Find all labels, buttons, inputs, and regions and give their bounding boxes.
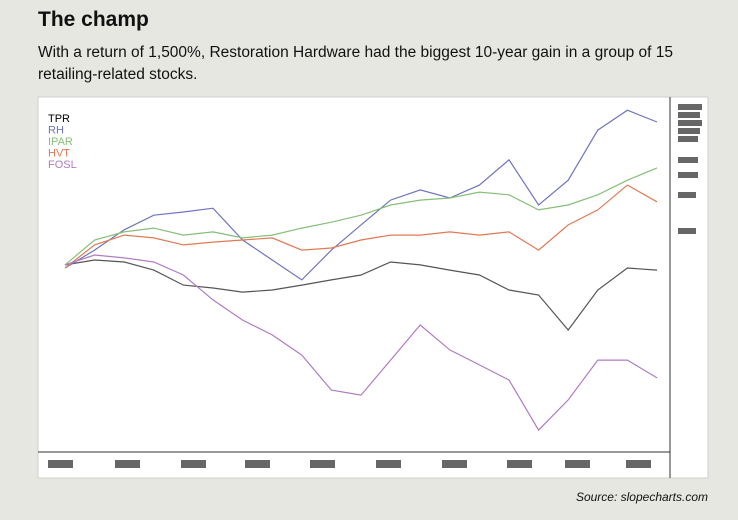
series-line: [64, 109, 658, 281]
legend-entry: RH: [48, 124, 64, 136]
legend-entry: TPR: [48, 113, 70, 125]
chart-title: The champ: [38, 8, 149, 31]
series-line: [64, 184, 658, 269]
redacted-end-labels: [678, 104, 702, 234]
series-line: [64, 259, 658, 331]
series-line: [64, 254, 658, 432]
series-line: [64, 167, 658, 266]
plot-panel: [37, 96, 709, 479]
legend-entry: FOSL: [48, 159, 77, 171]
chart-subtitle: With a return of 1,500%, Restoration Har…: [38, 44, 674, 83]
redacted-x-labels: [48, 460, 651, 468]
legend-entry: IPAR: [48, 136, 73, 148]
legend-entry: HVT: [48, 147, 70, 159]
source-note: Source: slopecharts.com: [575, 490, 708, 504]
